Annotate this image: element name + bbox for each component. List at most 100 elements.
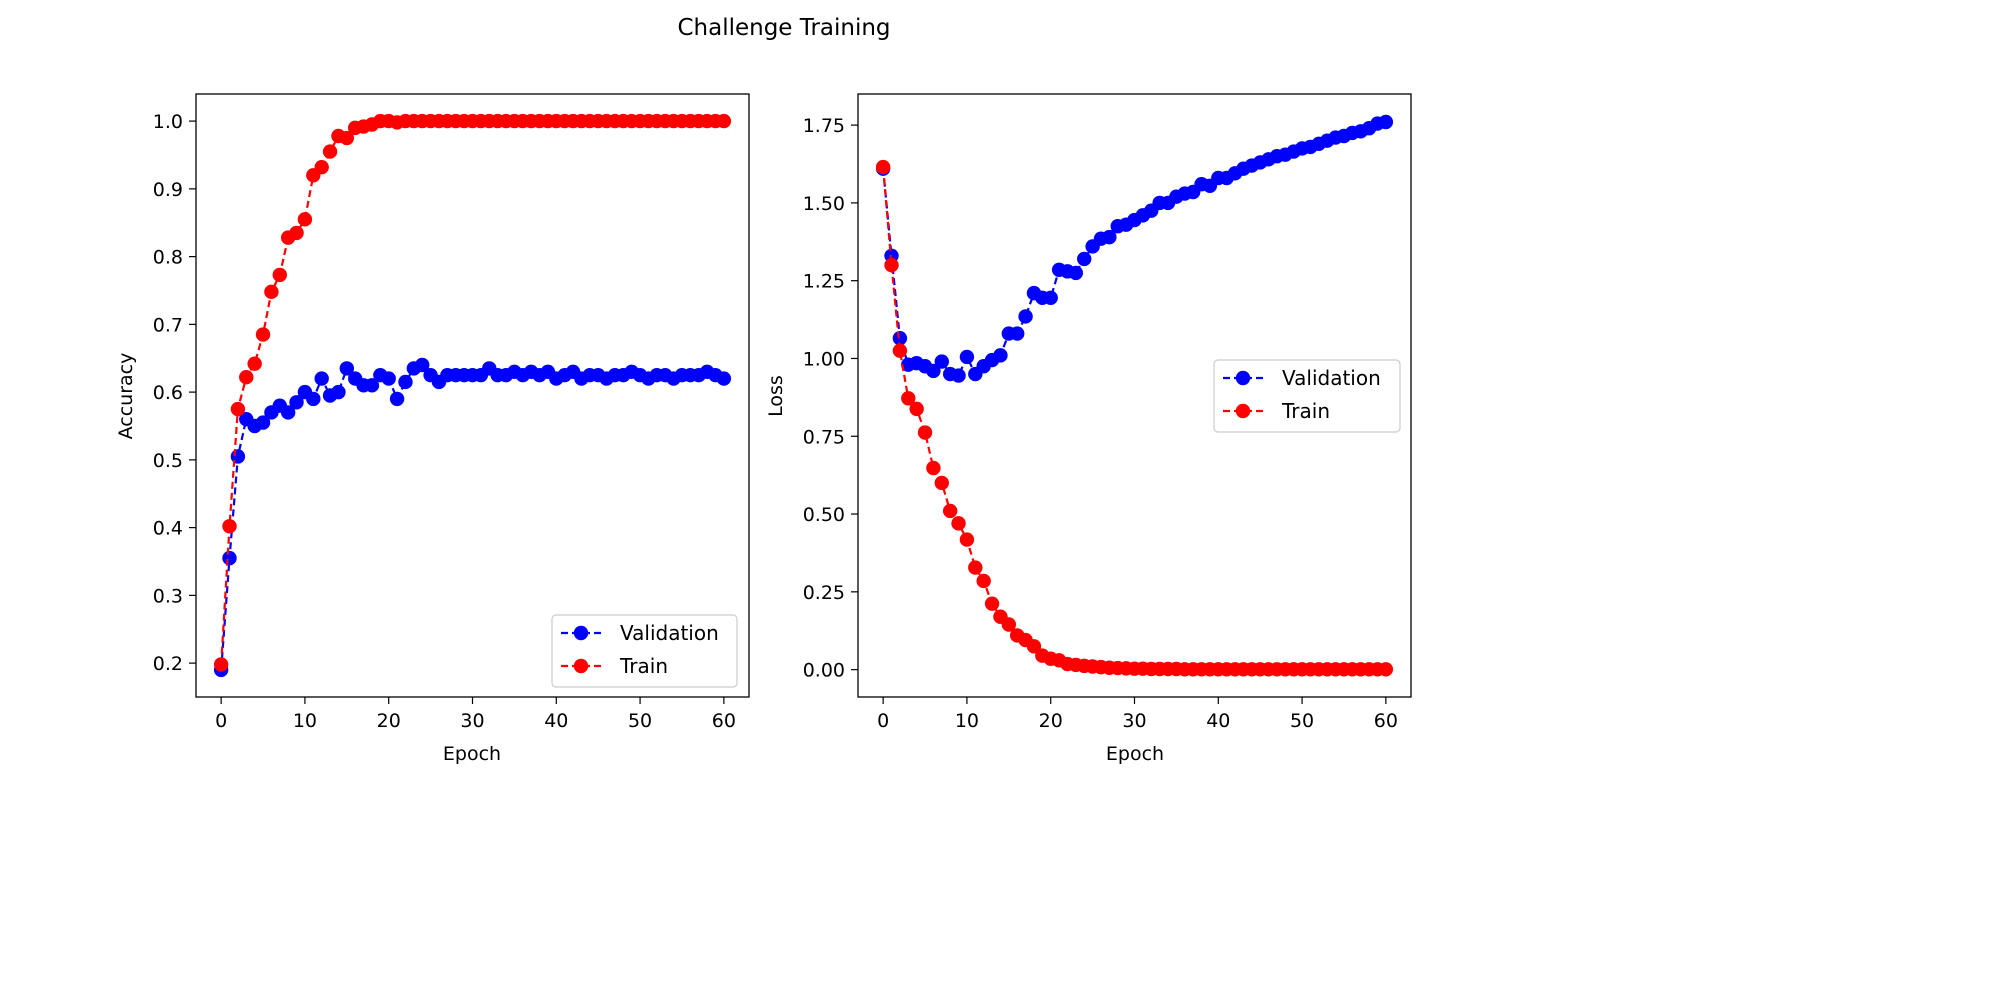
accuracy-train-point [264, 284, 279, 300]
accuracy-y-tick-label: 0.7 [153, 314, 183, 336]
accuracy-x-axis-label: Epoch [443, 743, 501, 765]
accuracy-x-tick-label: 0 [215, 710, 227, 732]
accuracy-validation-point [389, 391, 405, 407]
accuracy-validation-point [381, 371, 396, 386]
loss-legend-marker-validation [1235, 370, 1251, 386]
loss-validation-point [934, 354, 949, 369]
loss-train-point [934, 475, 949, 491]
loss-legend-item-validation: Validation [1223, 366, 1381, 390]
accuracy-train-point [314, 159, 329, 175]
accuracy-validation-point [222, 550, 237, 566]
accuracy-train-point [716, 113, 732, 129]
loss-train-point [917, 425, 933, 440]
accuracy-legend-marker-train [573, 658, 589, 674]
loss-x-tick-label: 0 [877, 710, 889, 732]
loss-validation-point [1018, 309, 1033, 324]
loss-train-point [951, 516, 966, 531]
accuracy-validation-point [289, 395, 304, 410]
loss-legend-label-train: Train [1281, 399, 1330, 423]
accuracy-validation-point [398, 374, 413, 390]
loss-validation-line [882, 120, 1387, 377]
accuracy-validation-point [331, 384, 346, 400]
loss-legend-marker-train [1235, 403, 1251, 419]
accuracy-validation-point [230, 449, 246, 464]
accuracy-train-point [239, 370, 254, 385]
loss-train-point [1378, 662, 1394, 677]
accuracy-validation-point [306, 391, 321, 407]
loss-validation-point [892, 331, 908, 346]
accuracy-train-point [272, 267, 287, 283]
accuracy-train-point [339, 130, 355, 146]
accuracy-y-tick-label: 0.9 [153, 179, 183, 201]
accuracy-train-point [255, 327, 271, 342]
loss-x-tick-label: 20 [1039, 710, 1063, 732]
accuracy-x-tick-label: 30 [460, 710, 484, 732]
accuracy-train-line [220, 119, 724, 665]
loss-x-tick-label: 50 [1290, 710, 1314, 732]
accuracy-x-tick-label: 60 [712, 710, 736, 732]
loss-validation-point [1378, 114, 1394, 130]
loss-y-tick-label: 1.00 [803, 348, 845, 370]
accuracy-train-point [322, 144, 338, 159]
loss-legend: Validation Train [1213, 359, 1401, 433]
loss-validation-point [1068, 265, 1084, 281]
accuracy-plot-frame [195, 93, 750, 698]
accuracy-legend-label-validation: Validation [620, 621, 719, 645]
accuracy-legend-item-validation: Validation [561, 621, 719, 645]
accuracy-train-point [213, 657, 229, 672]
accuracy-y-tick-label: 0.8 [153, 247, 183, 269]
loss-series-train [875, 159, 1394, 677]
accuracy-y-tick-label: 0.2 [153, 653, 183, 675]
figure: Challenge Training 0 10 20 30 40 50 60 0.2 0.3 0.… [115, 15, 1412, 765]
accuracy-validation-point [255, 415, 271, 430]
accuracy-series-validation [213, 357, 732, 678]
accuracy-legend-marker-validation [573, 625, 589, 641]
loss-x-tick-label: 30 [1122, 710, 1146, 732]
accuracy-validation-point [280, 405, 296, 420]
accuracy-y-axis-label: Accuracy [115, 353, 137, 440]
loss-train-point [909, 401, 924, 417]
loss-validation-point [951, 368, 966, 383]
accuracy-y-tick-label: 0.4 [153, 518, 183, 540]
loss-y-axis-label: Loss [765, 375, 787, 417]
loss-train-point [884, 257, 899, 273]
figure-suptitle: Challenge Training [677, 15, 890, 41]
accuracy-validation-point [415, 357, 430, 373]
accuracy-validation-point [339, 361, 355, 376]
loss-validation-point [1077, 251, 1092, 267]
loss-train-point [976, 573, 991, 589]
loss-train-point [968, 560, 983, 575]
loss-y-tick-label: 0.75 [803, 426, 845, 448]
loss-validation-point [1043, 290, 1058, 306]
loss-train-point [1026, 639, 1042, 654]
loss-y-tick-label: 1.75 [803, 115, 845, 137]
loss-validation-point [926, 363, 941, 379]
accuracy-train-point [297, 212, 313, 227]
loss-x-tick-label: 10 [955, 710, 979, 732]
accuracy-x-tick-label: 10 [293, 710, 317, 732]
loss-y-tick-label: 1.25 [803, 271, 845, 293]
loss-validation-point [1102, 229, 1117, 245]
loss-legend-item-train: Train [1223, 399, 1330, 423]
accuracy-x-tick-label: 40 [544, 710, 568, 732]
accuracy-validation-point [716, 371, 732, 386]
accuracy-legend-label-train: Train [619, 654, 668, 678]
loss-train-point [984, 596, 1000, 611]
loss-train-point [926, 460, 941, 476]
accuracy-y-tick-label: 1.0 [153, 111, 183, 133]
loss-y-tick-label: 0.50 [803, 504, 845, 526]
loss-train-point [875, 159, 891, 175]
accuracy-legend: Validation Train [551, 614, 738, 688]
loss-train-point [901, 391, 916, 406]
accuracy-y-tick-label: 0.5 [153, 450, 183, 472]
loss-train-point [892, 343, 908, 358]
loss-y-tick-label: 0.25 [803, 582, 845, 604]
accuracy-train-point [230, 401, 246, 417]
accuracy-validation-point [364, 378, 380, 393]
accuracy-x-tick-label: 50 [628, 710, 652, 732]
loss-chart: 0 10 20 30 40 50 60 0.00 0.25 0.50 0.75 1.00 1.25 1.5… [765, 93, 1412, 765]
accuracy-train-point [222, 519, 237, 534]
loss-validation-point [959, 349, 975, 365]
loss-x-axis-label: Epoch [1106, 743, 1164, 765]
accuracy-legend-item-train: Train [561, 654, 668, 678]
